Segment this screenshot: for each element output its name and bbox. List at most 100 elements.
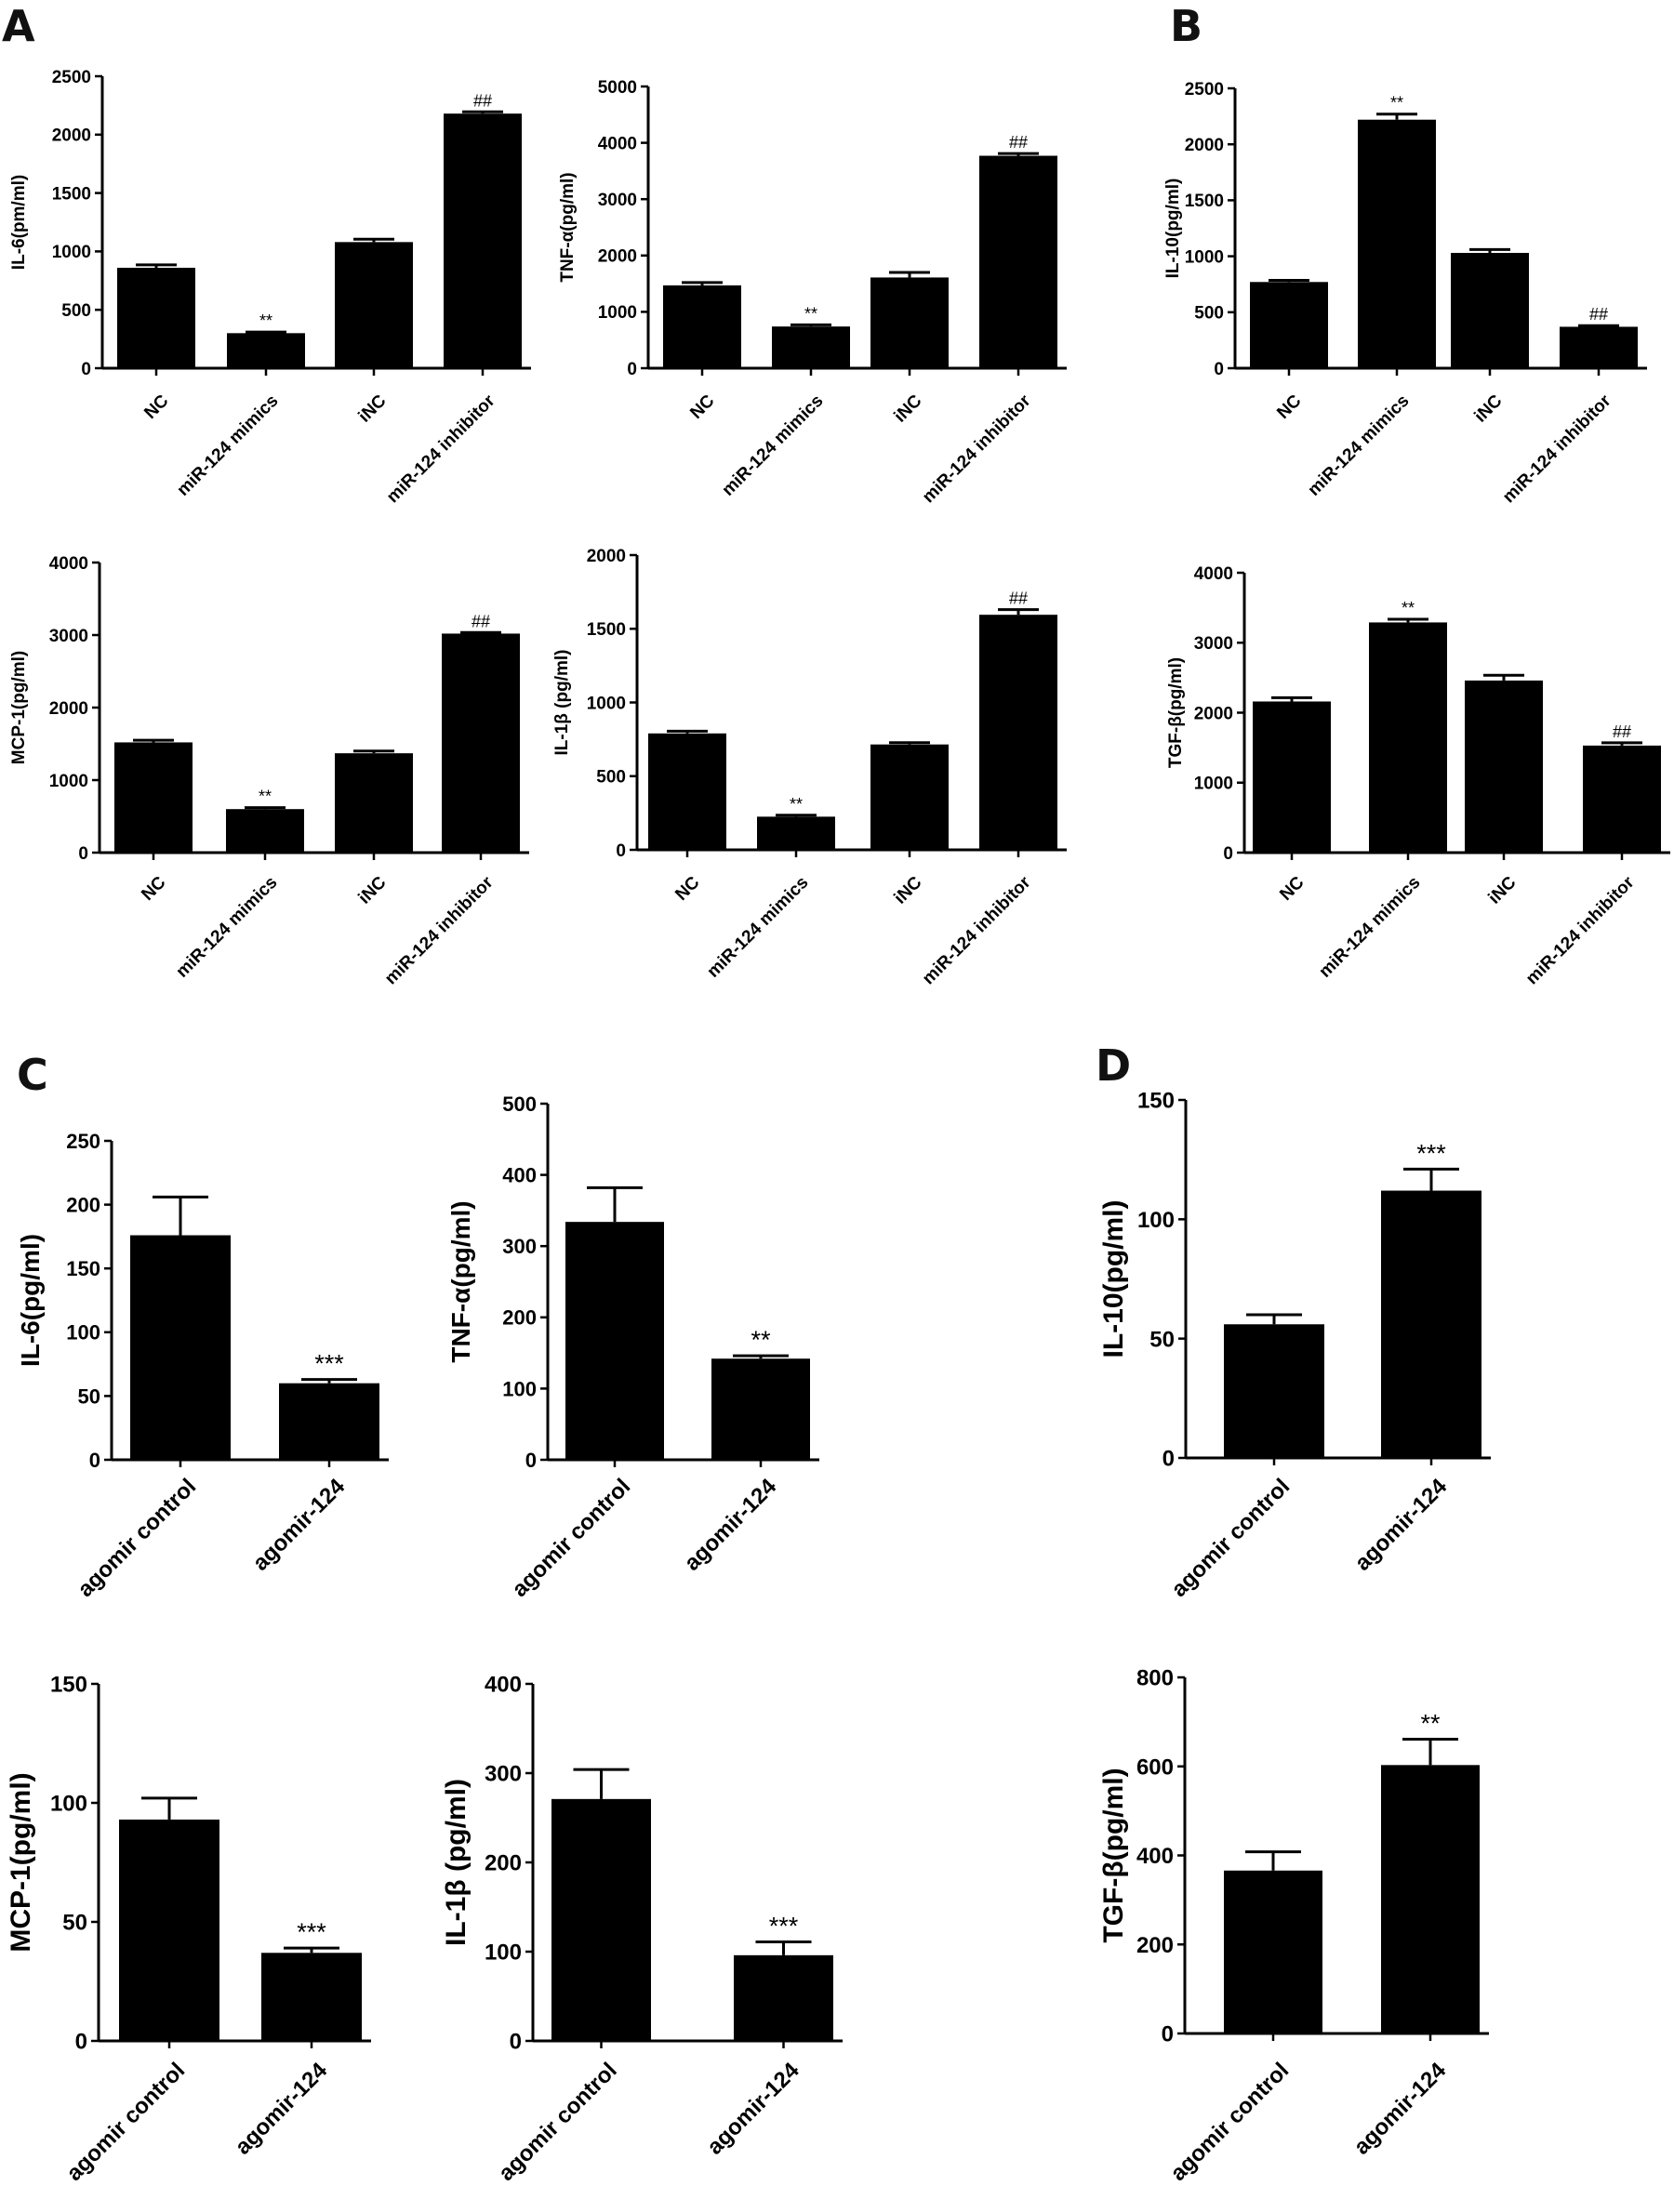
y-tick-label: 50: [62, 1911, 87, 1936]
y-tick-label: 500: [596, 768, 626, 788]
bar: [870, 744, 949, 850]
bar: [335, 242, 413, 368]
chart-5: 0 500 1000 1500 2000 IL-1β (pg/ml) NC ** miR-124…: [552, 547, 1067, 988]
x-category-label: miR-124 inhibitor: [383, 391, 499, 507]
bar: [442, 633, 520, 853]
significance-mark: **: [1390, 94, 1403, 113]
x-category-label: agomir control: [507, 1474, 635, 1602]
bar: [663, 285, 741, 368]
bar: [279, 1383, 379, 1460]
y-tick-label: 500: [502, 1093, 537, 1116]
y-tick-label: 150: [66, 1257, 100, 1280]
y-tick-label: 150: [50, 1673, 87, 1698]
y-tick-label: 4000: [598, 134, 637, 153]
significance-mark: ##: [1009, 589, 1028, 608]
y-tick-label: 100: [66, 1321, 100, 1344]
significance-mark: ##: [473, 91, 492, 110]
y-tick-label: 1000: [52, 243, 91, 262]
y-tick-label: 0: [81, 360, 91, 379]
bar: [979, 155, 1057, 368]
y-axis-label: IL-10(pg/ml): [1098, 1200, 1129, 1358]
y-tick-label: 2500: [52, 68, 91, 87]
bar: [757, 816, 835, 850]
y-tick-label: 2000: [52, 126, 91, 146]
y-axis-label: IL-1β (pg/ml): [552, 650, 572, 756]
bar: [227, 333, 305, 368]
x-category-label: agomir control: [1165, 2058, 1294, 2186]
bar: [335, 753, 413, 853]
y-tick-label: 100: [50, 1792, 87, 1817]
x-category-label: agomir control: [494, 2058, 622, 2186]
y-tick-label: 0: [627, 360, 637, 379]
chart-9: 0 50 100 150 IL-10(pg/ml) agomir control *** ag…: [1098, 1089, 1491, 1602]
x-category-label: miR-124 mimics: [1304, 391, 1413, 500]
y-tick-label: 150: [1137, 1089, 1175, 1114]
significance-mark: ***: [314, 1350, 344, 1378]
y-tick-label: 1500: [1185, 192, 1224, 211]
significance-mark: ***: [769, 1912, 799, 1940]
x-category-label: miR-124 mimics: [1315, 873, 1424, 982]
x-category-label: iNC: [1471, 391, 1507, 426]
y-tick-label: 1000: [1194, 775, 1233, 794]
x-category-label: miR-124 mimics: [173, 391, 282, 500]
y-tick-label: 200: [485, 1851, 522, 1876]
bar: [551, 1798, 651, 2041]
y-tick-label: 2500: [1185, 80, 1224, 99]
bar: [114, 742, 193, 853]
y-tick-label: 0: [75, 2030, 87, 2055]
y-tick-label: 400: [1136, 1844, 1174, 1869]
x-category-label: NC: [140, 391, 172, 422]
significance-mark: **: [1402, 599, 1415, 617]
y-tick-label: 3000: [598, 191, 637, 210]
bar: [1369, 622, 1447, 853]
bar: [117, 267, 195, 368]
y-axis-label: IL-6(pg/ml): [16, 1234, 45, 1367]
y-axis-label: IL-6(pm/ml): [9, 175, 29, 270]
x-category-label: miR-124 inhibitor: [1522, 872, 1639, 988]
bar: [1381, 1765, 1480, 2033]
chart-4: 0 1000 2000 3000 4000 MCP-1(pg/ml) NC ** miR-124…: [9, 554, 529, 988]
y-tick-label: 2000: [598, 247, 637, 267]
x-category-label: NC: [686, 391, 718, 422]
x-category-label: agomir control: [1166, 1474, 1295, 1602]
y-tick-label: 0: [1162, 1447, 1175, 1472]
y-tick-label: 200: [66, 1194, 100, 1217]
y-axis-label: MCP-1(pg/ml): [9, 651, 29, 764]
panel-label-c: C: [17, 1050, 48, 1100]
significance-mark: ***: [297, 1918, 326, 1946]
y-tick-label: 0: [78, 844, 88, 864]
bar: [226, 809, 304, 853]
chart-7: 0 50 100 150 200 250 IL-6(pg/ml) agomir control…: [16, 1130, 389, 1602]
x-category-label: agomir-124: [1349, 2058, 1452, 2160]
y-tick-label: 400: [502, 1164, 537, 1187]
significance-mark: ##: [472, 612, 490, 630]
x-category-label: agomir-124: [248, 1474, 351, 1576]
bar: [1224, 1870, 1322, 2033]
y-axis-label: TNF-α(pg/ml): [558, 172, 578, 282]
y-tick-label: 3000: [1194, 634, 1233, 654]
bar: [772, 326, 850, 368]
bar: [1451, 252, 1529, 368]
bar: [1358, 119, 1436, 368]
x-category-label: NC: [1276, 872, 1308, 904]
y-tick-label: 0: [525, 1449, 537, 1472]
y-tick-label: 1500: [587, 620, 626, 640]
significance-mark: ***: [1416, 1139, 1446, 1167]
x-category-label: miR-124 inhibitor: [919, 872, 1035, 988]
bar: [1583, 745, 1661, 853]
x-category-label: agomir control: [73, 1474, 201, 1602]
y-tick-label: 1000: [587, 694, 626, 713]
significance-mark: **: [259, 788, 272, 806]
significance-mark: **: [804, 304, 817, 323]
y-tick-label: 100: [1137, 1208, 1175, 1233]
bar: [1560, 326, 1638, 368]
bar: [1381, 1190, 1481, 1458]
y-tick-label: 50: [1149, 1327, 1175, 1352]
y-tick-label: 800: [1136, 1666, 1174, 1691]
chart-11: 0 100 200 300 400 IL-1β (pg/ml) agomir control…: [441, 1673, 843, 2186]
significance-mark: **: [751, 1326, 771, 1354]
chart-10: 0 50 100 150 MCP-1(pg/ml) agomir control *** ag…: [6, 1673, 371, 2186]
y-axis-label: IL-1β (pg/ml): [441, 1779, 472, 1946]
chart-2: 0 1000 2000 3000 4000 5000 TNF-α(pg/ml) NC ** miR…: [558, 78, 1067, 507]
